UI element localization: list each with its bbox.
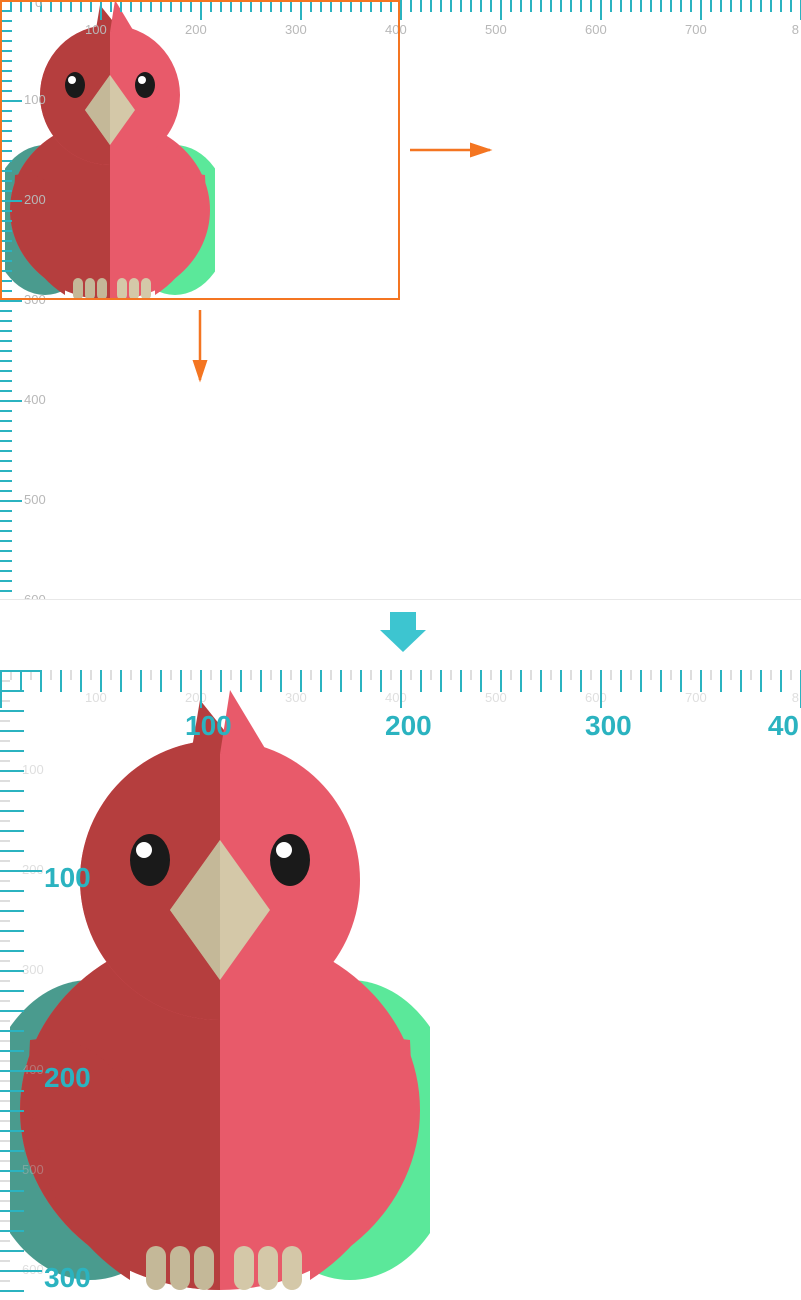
viewport-rectangle xyxy=(0,0,400,300)
after-panel: 1002003004005006007008 10020030040050060… xyxy=(0,670,801,1300)
bird-illustration-after xyxy=(10,690,430,1295)
ruler-horizontal-teal-after: 10020030040 xyxy=(0,670,801,700)
transition-arrow-icon xyxy=(380,612,426,657)
ruler-vertical-teal-after: 100200300 xyxy=(0,670,40,1300)
before-panel: 10020030040050060070008 1002003004005006… xyxy=(0,0,801,600)
